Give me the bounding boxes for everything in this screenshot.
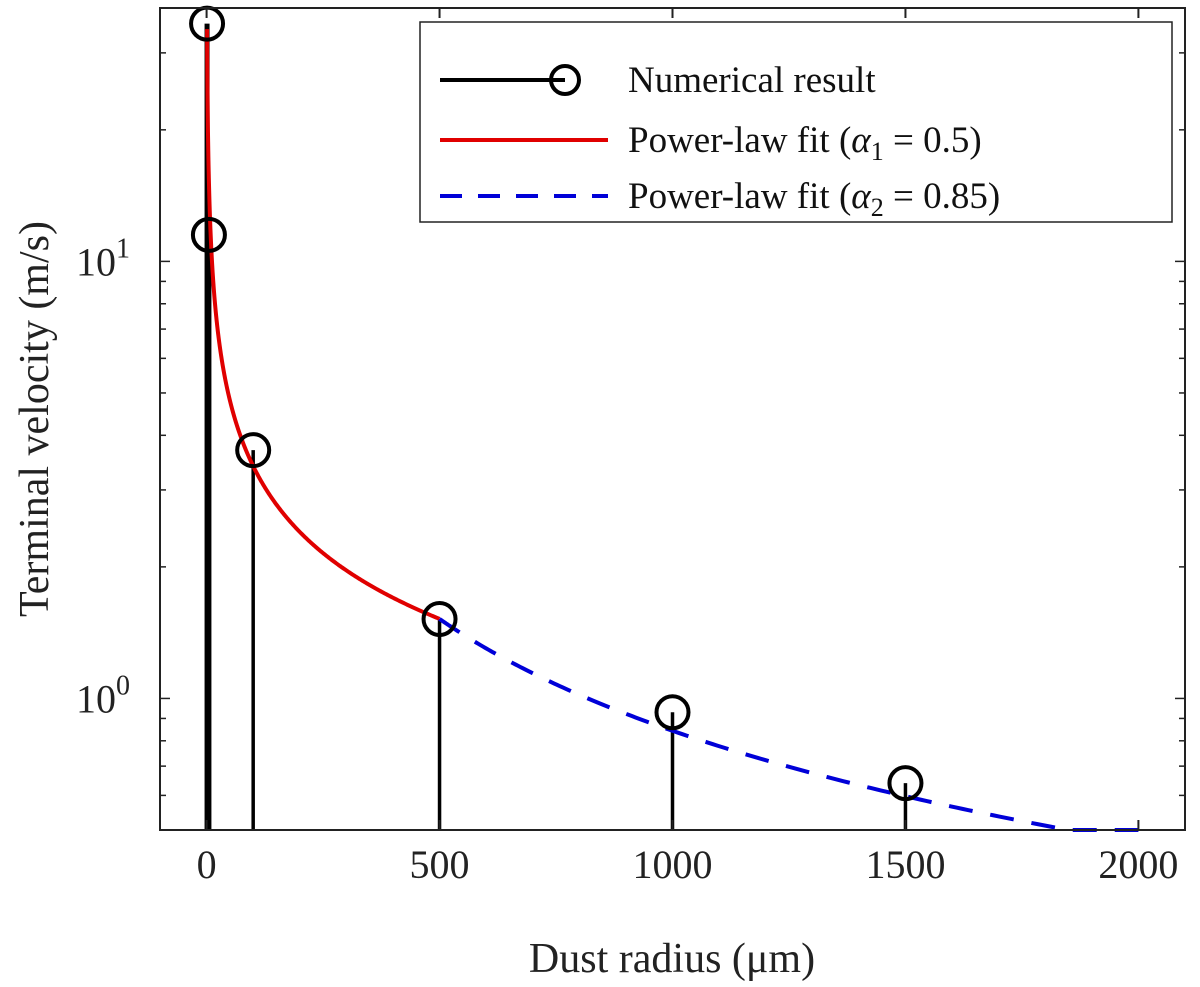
data-point-marker-2 [235, 432, 272, 469]
y-tick-labels: 100 101 [76, 233, 130, 721]
x-tick-label-2: 1000 [633, 842, 713, 887]
legend-fit-2-alpha-sub: 2 [871, 193, 884, 222]
x-tick-label-3: 1500 [865, 842, 945, 887]
legend-fit-1-alpha: α [851, 120, 872, 161]
power-law-fit-alpha2-line [438, 617, 1139, 832]
legend-fit-2-name: Power-law fit [628, 176, 830, 217]
legend-label-fit-1: Power-law fit (α1 = 0.5) [628, 120, 982, 166]
axis-ticks [160, 8, 1185, 831]
legend-box [419, 21, 1173, 223]
legend-label-numerical: Numerical result [628, 60, 876, 101]
legend-fit-1-alpha-sub: 1 [871, 137, 884, 166]
data-point-marker-1 [190, 216, 227, 253]
x-axis-title: Dust radius (μm) [529, 936, 815, 982]
data-point-marker-5 [887, 765, 924, 802]
data-point-marker-3 [421, 600, 458, 637]
legend: Numerical result Power-law fit (α1 = 0.5… [419, 21, 1173, 223]
y-tick-label-0: 100 [76, 670, 130, 721]
legend-fit-1-alpha-value: 0.5 [923, 120, 969, 161]
x-tick-label-1: 500 [410, 842, 470, 887]
legend-fit-2-alpha-value: 0.85 [923, 176, 988, 217]
legend-marker-numerical [549, 64, 581, 96]
fit-lines [205, 29, 1139, 832]
legend-fit-1-name: Power-law fit [628, 120, 830, 161]
data-markers [189, 5, 924, 802]
y-tick-label-1: 101 [76, 233, 130, 284]
legend-fit-2-alpha: α [851, 176, 872, 217]
legend-label-fit-2: Power-law fit (α2 = 0.85) [628, 176, 1000, 222]
x-tick-label-4: 2000 [1098, 842, 1178, 887]
x-tick-label-0: 0 [197, 842, 217, 887]
y-axis-title: Terminal velocity (m/s) [12, 221, 58, 617]
data-point-marker-4 [654, 694, 691, 731]
power-law-fit-alpha1-line [205, 29, 441, 621]
x-tick-labels: 0 500 1000 1500 2000 [197, 842, 1179, 887]
